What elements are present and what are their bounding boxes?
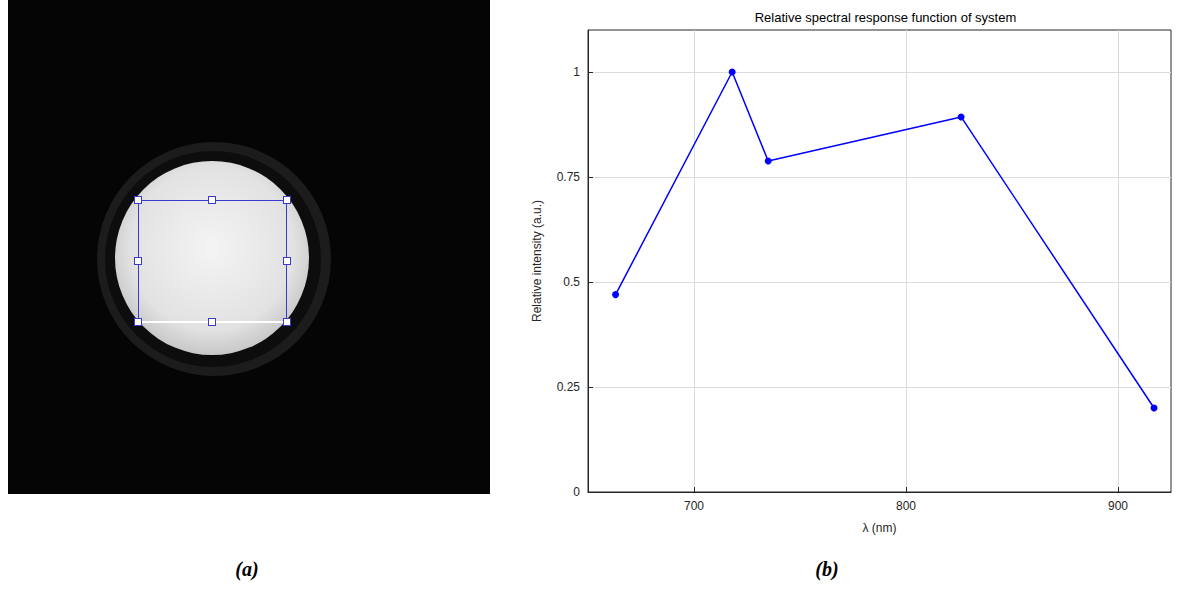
svg-text:900: 900 [1108,499,1128,513]
svg-text:700: 700 [684,499,704,513]
svg-text:0.25: 0.25 [557,380,581,394]
svg-text:1: 1 [573,65,580,79]
svg-text:0.75: 0.75 [557,170,581,184]
svg-text:0: 0 [573,485,580,499]
svg-text:Relative intensity (a.u.): Relative intensity (a.u.) [530,200,544,322]
svg-text:800: 800 [896,499,916,513]
svg-text:0.5: 0.5 [563,275,580,289]
html-text:(a): (a) [235,558,259,580]
svg-text:Relative spectral response fun: Relative spectral response function of s… [755,10,1017,25]
html-text:(b): (b) [815,558,839,580]
svg-text:λ (nm): λ (nm) [863,521,897,535]
